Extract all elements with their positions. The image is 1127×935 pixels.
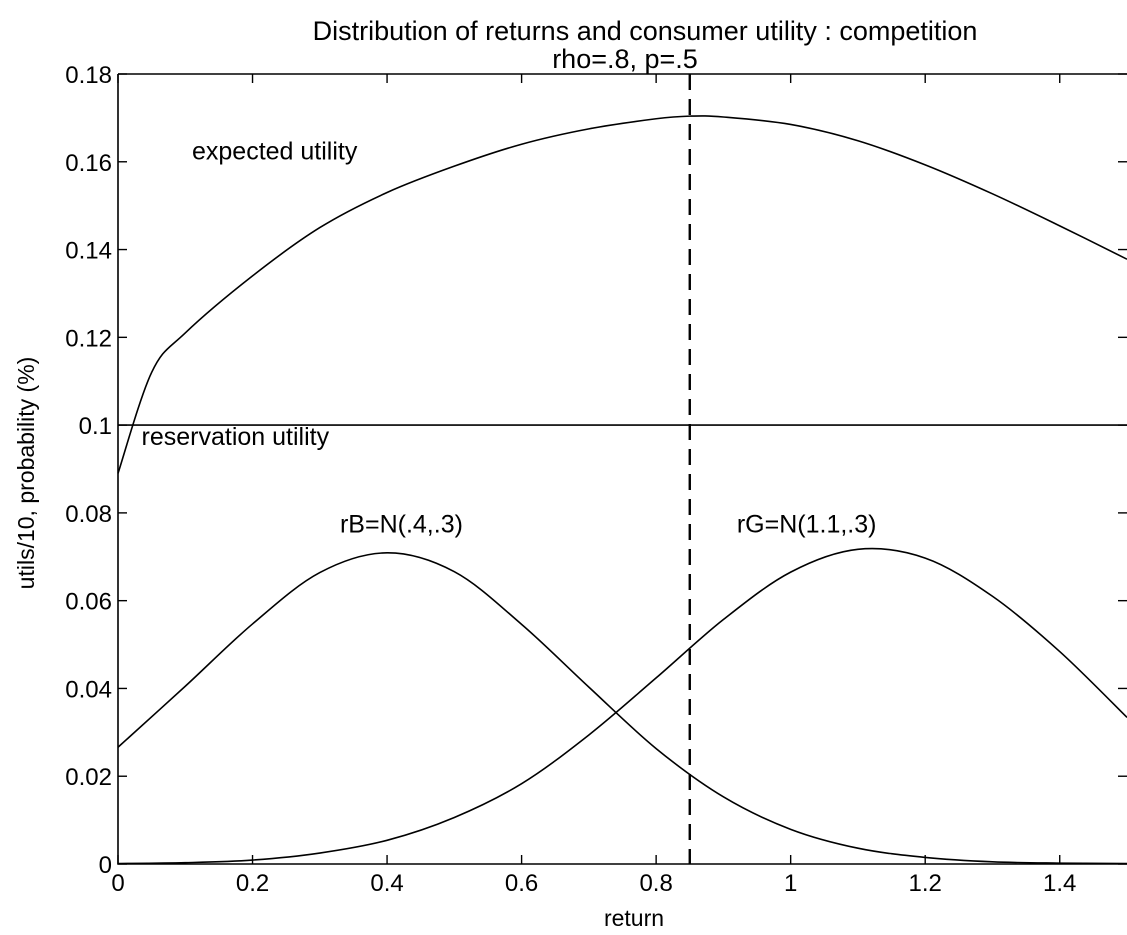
x-tick-label: 0.8 [639,870,672,897]
annotation-rb: rB=N(.4,.3) [340,511,463,539]
chart-title: Distribution of returns and consumer uti… [313,16,978,46]
annotation-expected-utility: expected utility [192,138,358,166]
y-axis-label: utils/10, probability (%) [13,357,39,590]
chart-subtitle: rho=.8, p=.5 [552,44,698,74]
x-tick-label: 0.6 [505,870,538,897]
plot-area: 0 0.2 0.4 0.6 0.8 1 1.2 1.4 0 0.02 0.04 0.06 0.08 0.1… [65,62,1127,897]
x-tick-label: 1.4 [1043,870,1076,897]
y-tick-label: 0.1 [79,413,112,440]
plot-frame [117,73,1127,865]
rg-distribution-line [117,547,1127,865]
x-tick-label: 0.2 [236,870,269,897]
y-tick-label: 0.16 [65,150,112,177]
annotation-rg: rG=N(1.1,.3) [737,511,877,539]
y-tick-label: 0.04 [65,676,112,703]
y-tick-label: 0.02 [65,764,112,791]
x-tick-label: 1.2 [909,870,942,897]
x-tick-label: 0.4 [370,870,403,897]
y-tick-label: 0.08 [65,501,112,528]
x-tick-label: 0 [111,870,124,897]
y-tick-label: 0 [99,852,112,879]
annotation-reservation-utility: reservation utility [142,423,330,451]
y-tick-label: 0.18 [65,62,112,89]
expected-utility-line [117,115,1127,474]
y-tick-label: 0.06 [65,589,112,616]
x-axis-label: return [604,905,664,931]
y-tick-label: 0.12 [65,325,112,352]
x-tick-label: 1 [784,870,797,897]
y-tick-label: 0.14 [65,238,112,265]
rb-distribution-line [117,552,1127,865]
